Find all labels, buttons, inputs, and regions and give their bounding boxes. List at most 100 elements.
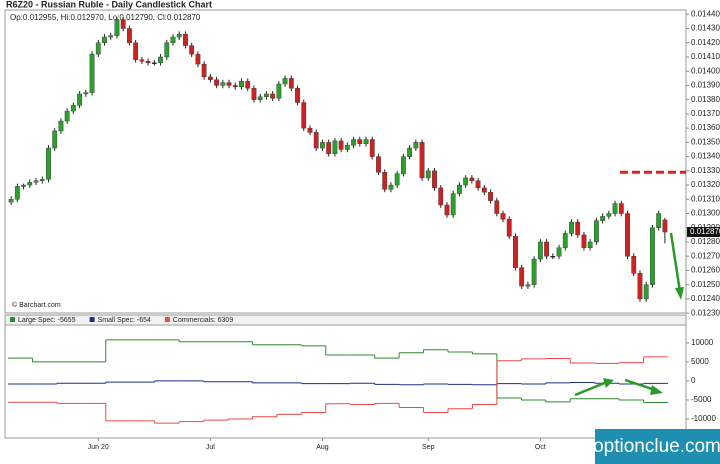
candle-body [39, 179, 45, 181]
candle-body [313, 132, 319, 149]
candle-body [369, 139, 375, 157]
candle-body [481, 187, 487, 193]
candle-body [58, 120, 64, 132]
y-tick-label: 5000 [691, 357, 709, 366]
candle-body [27, 182, 33, 186]
candle-body [382, 172, 388, 190]
candle-body [226, 82, 232, 86]
candle-body [257, 96, 263, 100]
candle-body [320, 142, 325, 149]
candle-body [251, 88, 257, 100]
x-tick-label: Oct [535, 444, 546, 451]
candle-body [388, 184, 394, 190]
candle-body [151, 62, 157, 64]
candle-body [95, 42, 101, 55]
candle-body [282, 78, 288, 85]
candle-body [513, 236, 518, 268]
candle-body [363, 139, 369, 144]
candle-body [463, 177, 469, 186]
candle-body [643, 284, 649, 300]
candle-body [612, 203, 618, 214]
y-tick-label: 0 [691, 376, 696, 385]
candle-body [170, 36, 176, 43]
legend-swatch [89, 317, 95, 322]
candle-body [531, 258, 537, 285]
candle-body [400, 156, 406, 174]
candle-body [606, 213, 612, 217]
candle-body [494, 200, 500, 214]
last-price-tag [687, 227, 720, 238]
candle-body [245, 80, 251, 89]
candle-body [438, 187, 444, 206]
candle-body [114, 19, 120, 36]
candle-body [457, 184, 462, 194]
legend-swatch [164, 317, 170, 322]
candle-body [394, 173, 400, 186]
candle-body [650, 227, 655, 285]
candle-body [444, 204, 450, 216]
candle-body [207, 76, 213, 80]
candle-body [46, 147, 51, 180]
candle-body [587, 241, 593, 248]
candle-body [195, 53, 201, 65]
candle-body [158, 56, 163, 63]
legend-label: Commercials: 6309 [173, 317, 233, 324]
candle-body [338, 140, 344, 150]
legend-swatch [10, 317, 15, 322]
candle-body [89, 53, 95, 93]
watermark-box [595, 429, 720, 464]
candle-body [164, 42, 170, 58]
candle-body [139, 59, 145, 62]
candle-body [556, 247, 562, 257]
ohlc-info: Op:0.012955, Hi:0.012970, Lo:0.012790, C… [10, 13, 201, 22]
price-panel [4, 9, 687, 314]
candle-body [8, 199, 14, 203]
candle-body [214, 79, 219, 86]
candle-body [376, 156, 381, 173]
candle-body [407, 147, 413, 157]
candle-body [656, 213, 662, 228]
candle-body [288, 78, 294, 89]
candle-body [506, 219, 512, 237]
candle-body [413, 142, 419, 149]
last-price-label: 0.012870 [690, 227, 720, 236]
candle-body [537, 241, 543, 260]
y-tick-label: 0.014400 [691, 9, 720, 18]
candle-body [593, 220, 599, 243]
candle-body [263, 93, 269, 98]
candle-body [239, 80, 244, 88]
candle-body [120, 19, 126, 29]
watermark: optionclue.com [593, 436, 720, 457]
candle-body [618, 203, 624, 214]
candle-body [544, 241, 549, 257]
x-tick-label: Aug [316, 444, 329, 451]
y-tick-label: -5000 [691, 395, 712, 404]
candle-body [295, 88, 300, 103]
legend-label: Small Spec: -654 [98, 317, 151, 324]
y-tick-label: -10000 [691, 414, 716, 423]
arrow-head [675, 287, 684, 300]
candle-body [77, 93, 83, 106]
arrow [574, 380, 608, 397]
candle-body [569, 221, 574, 234]
candle-body [419, 142, 425, 179]
x-tick-label: Jun 20 [88, 444, 109, 451]
legend-label: Large Spec: -5655 [18, 317, 76, 324]
y-tick-label: 10000 [691, 338, 714, 347]
candle-body [108, 35, 114, 38]
candle-body [145, 61, 151, 63]
